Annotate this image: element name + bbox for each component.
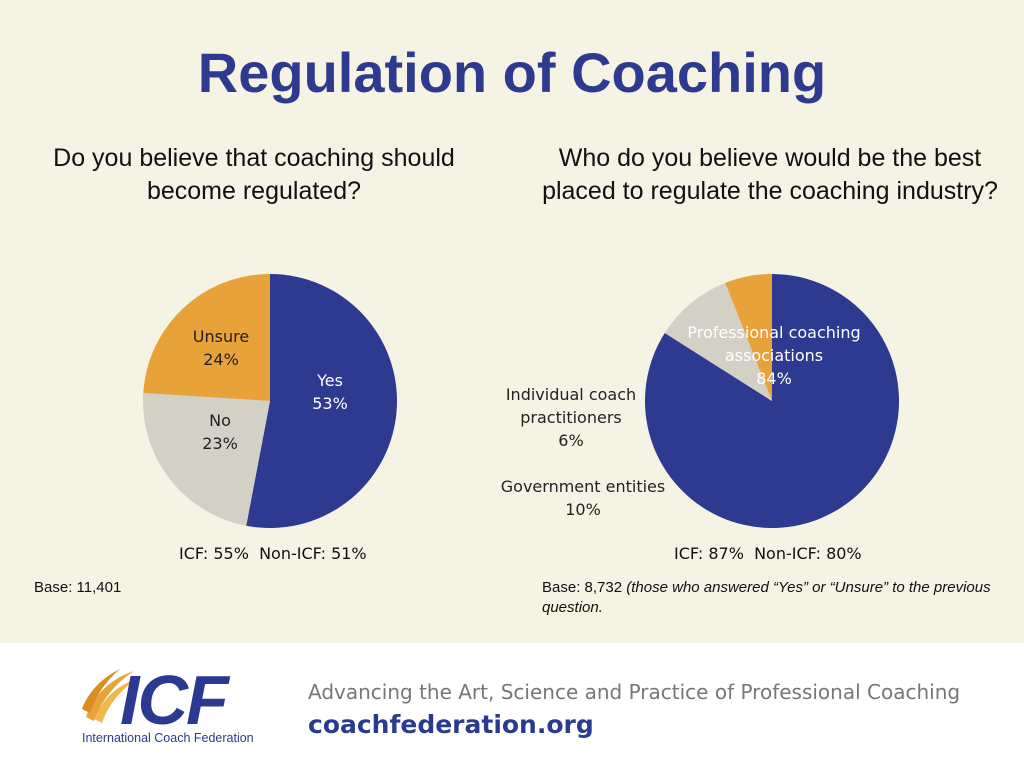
pie-label-individual-line1: Individual coach xyxy=(505,385,637,404)
pie-label-yes-value: 53% xyxy=(312,394,348,413)
footer-website-link[interactable]: coachfederation.org xyxy=(308,710,594,739)
pie-label-associations-line1: Professional coaching xyxy=(687,323,861,342)
regulation-slice-unsure xyxy=(143,274,270,401)
footer-tagline: Advancing the Art, Science and Practice … xyxy=(308,680,961,704)
left-base-label: Base: xyxy=(34,579,73,596)
pie-label-government-line1: Government entities xyxy=(500,477,666,496)
left-chart-question: Do you believe that coaching should beco… xyxy=(53,144,455,205)
pie-label-yes: Yes 53% xyxy=(290,369,370,415)
right-icf-comparison: ICF: 87% Non-ICF: 80% xyxy=(674,544,862,563)
pie-label-unsure-value: 24% xyxy=(203,350,239,369)
regulator-slice-government-entities xyxy=(664,282,772,401)
right-base-value: 8,732 xyxy=(584,579,623,596)
pie-label-unsure: Unsure 24% xyxy=(176,325,266,371)
regulator-pie-chart xyxy=(645,274,899,528)
page-title: Regulation of Coaching xyxy=(197,41,827,104)
pie-label-unsure-name: Unsure xyxy=(192,327,250,346)
right-base-explanation: (those who answered “Yes” or “Unsure” to… xyxy=(542,579,991,616)
left-base-note: Base: 11,401 xyxy=(34,578,334,598)
regulation-pie-chart xyxy=(143,274,397,528)
right-base-note: Base: 8,732 (those who answered “Yes” or… xyxy=(542,578,992,618)
pie-label-no-value: 23% xyxy=(202,434,238,453)
pie-label-government-value: 10% xyxy=(565,500,601,519)
pie-label-individual: Individual coach practitioners 6% xyxy=(496,383,646,452)
right-base-label: Base: xyxy=(542,579,581,596)
pie-label-government: Government entities 10% xyxy=(493,475,673,521)
pie-label-individual-line2: practitioners xyxy=(520,408,622,427)
left-icf-comparison: ICF: 55% Non-ICF: 51% xyxy=(179,544,367,563)
pie-label-associations-value: 84% xyxy=(756,369,792,388)
pie-label-no: No 23% xyxy=(180,409,260,455)
regulation-slice-no xyxy=(143,393,270,526)
regulator-slice-individual-coach-practitioners xyxy=(725,274,772,401)
regulation-slice-yes xyxy=(246,274,397,528)
right-chart-question: Who do you believe would be the best pla… xyxy=(542,144,998,205)
icf-swoosh-icon xyxy=(82,669,136,723)
pie-label-associations-line2: associations xyxy=(724,346,824,365)
slide-background: Regulation of Coaching Do you believe th… xyxy=(0,0,1024,643)
pie-label-individual-value: 6% xyxy=(558,431,584,450)
left-base-value: 11,401 xyxy=(76,579,122,596)
icf-logo: ICF xyxy=(120,661,229,739)
pie-label-associations: Professional coaching associations 84% xyxy=(674,321,874,390)
icf-logo-subtitle: International Coach Federation xyxy=(82,731,254,745)
pie-label-no-name: No xyxy=(209,411,231,430)
footer xyxy=(0,643,1024,768)
pie-label-yes-name: Yes xyxy=(317,371,343,390)
